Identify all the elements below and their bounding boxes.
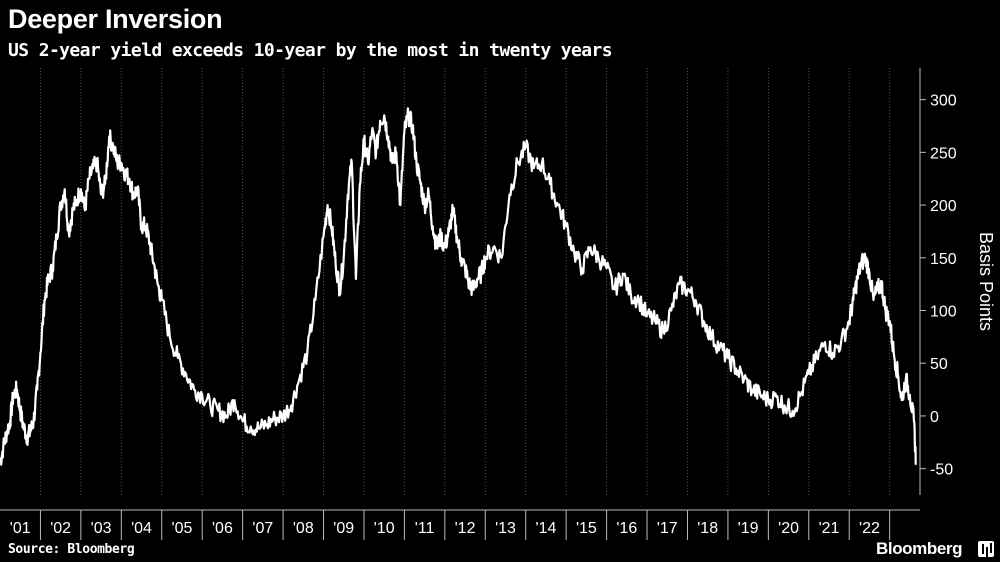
y-tick-label: 100 [930,303,957,320]
y-tick-label: 150 [930,251,957,268]
x-tick-label: '14 [536,520,557,537]
x-tick-label: '01 [10,520,31,537]
x-tick-label: '17 [657,520,678,537]
x-tick-label: '21 [819,520,840,537]
x-tick-label: '12 [455,520,476,537]
x-tick-label: '16 [616,520,637,537]
x-tick-label: '19 [738,520,759,537]
x-tick-label: '07 [252,520,273,537]
x-axis: '01 '02 '03 '04 '05 '06 '07 '08 '09 '10 '11 '12 '13 '… [0,509,920,540]
y-axis: -50 0 50 100 150 200 250 300 [919,68,957,495]
bloomberg-chart-icon [978,541,994,557]
y-tick-label: 250 [930,145,957,162]
x-tick-label: '18 [697,520,718,537]
x-tick-label: '03 [91,520,112,537]
series-line-yield-spread [0,107,917,466]
x-tick-label: '06 [212,520,233,537]
x-tick-label: '13 [495,520,516,537]
x-tick-label: '15 [576,520,597,537]
y-tick-label: 50 [930,356,948,373]
x-tick-label: '11 [415,520,435,537]
x-tick-label: '20 [778,520,799,537]
y-tick-label: -50 [930,462,953,479]
x-tick-label: '05 [172,520,193,537]
y-axis-label: Basis Points [976,232,996,331]
x-tick-label: '04 [131,520,152,537]
y-tick-label: 0 [930,409,939,426]
y-tick-label: 300 [930,93,957,110]
chart-subtitle: US 2-year yield exceeds 10-year by the m… [8,40,613,61]
grid-lines [39,68,891,495]
source-note: Source: Bloomberg [8,542,135,557]
x-tick-label: '09 [333,520,354,537]
brand-logo-text: Bloomberg [876,539,963,558]
y-tick-label: 200 [930,198,957,215]
chart-title: Deeper Inversion [8,4,223,34]
x-tick-label: '02 [50,520,71,537]
x-tick-label: '08 [293,520,314,537]
x-tick-label: '22 [859,520,880,537]
x-tick-label: '10 [374,520,395,537]
